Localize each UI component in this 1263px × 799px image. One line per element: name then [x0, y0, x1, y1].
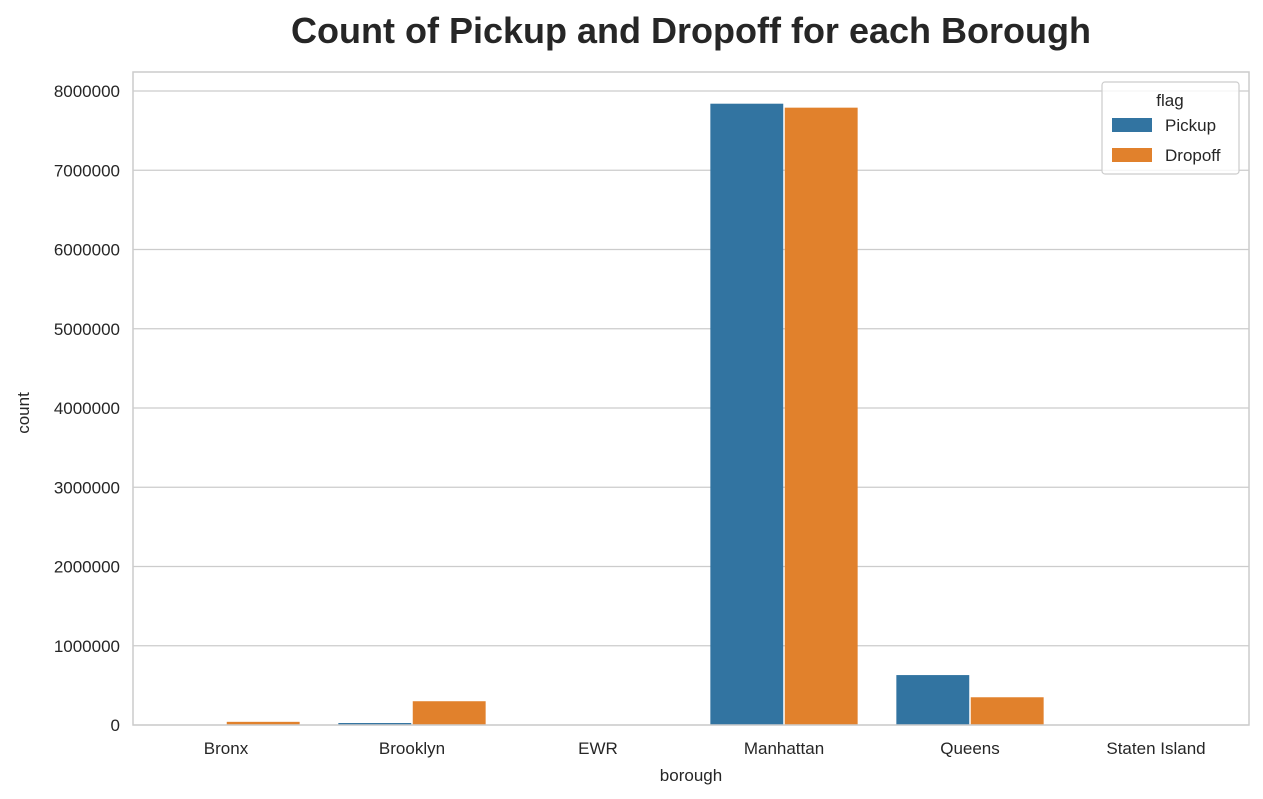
bar-dropoff-queens: [970, 697, 1044, 725]
legend-title: flag: [1156, 91, 1183, 110]
y-tick-label: 7000000: [54, 161, 120, 180]
legend-swatch-dropoff: [1112, 148, 1152, 162]
y-tick-label: 1000000: [54, 637, 120, 656]
y-tick-label: 2000000: [54, 558, 120, 577]
x-tick-label: Manhattan: [744, 739, 824, 758]
bar-dropoff-bronx: [226, 721, 300, 725]
x-tick-labels: Bronx Brooklyn EWR Manhattan Queens Staten Is…: [204, 739, 1206, 758]
x-tick-label: Bronx: [204, 739, 249, 758]
y-tick-label: 3000000: [54, 478, 120, 497]
plot-frame: [132, 71, 1250, 726]
x-tick-label: EWR: [578, 739, 618, 758]
y-tick-label: 0: [111, 716, 120, 735]
y-tick-label: 6000000: [54, 241, 120, 260]
x-tick-label: Brooklyn: [379, 739, 445, 758]
x-tick-label: Queens: [940, 739, 1000, 758]
y-axis-label: count: [14, 392, 33, 434]
gridlines: [133, 90, 1249, 726]
legend-entries: Pickup Dropoff: [1112, 116, 1221, 165]
x-tick-label: Staten Island: [1106, 739, 1205, 758]
bar-dropoff-manhattan: [784, 107, 858, 726]
bars: [152, 103, 1230, 726]
legend: flag Pickup Dropoff: [1101, 81, 1240, 175]
y-tick-label: 5000000: [54, 320, 120, 339]
legend-label-dropoff: Dropoff: [1165, 146, 1221, 165]
y-tick-label: 4000000: [54, 399, 120, 418]
bar-pickup-brooklyn: [338, 723, 412, 725]
x-axis-label: borough: [660, 766, 722, 785]
y-tick-label: 8000000: [54, 82, 120, 101]
legend-swatch-pickup: [1112, 118, 1152, 132]
chart-title: Count of Pickup and Dropoff for each Bor…: [291, 10, 1091, 51]
bar-pickup-queens: [896, 675, 970, 725]
legend-label-pickup: Pickup: [1165, 116, 1216, 135]
y-tick-labels: 0 1000000 2000000 3000000 4000000 5000000 6000…: [54, 82, 120, 735]
bar-dropoff-brooklyn: [412, 701, 486, 725]
bar-pickup-manhattan: [710, 103, 784, 725]
